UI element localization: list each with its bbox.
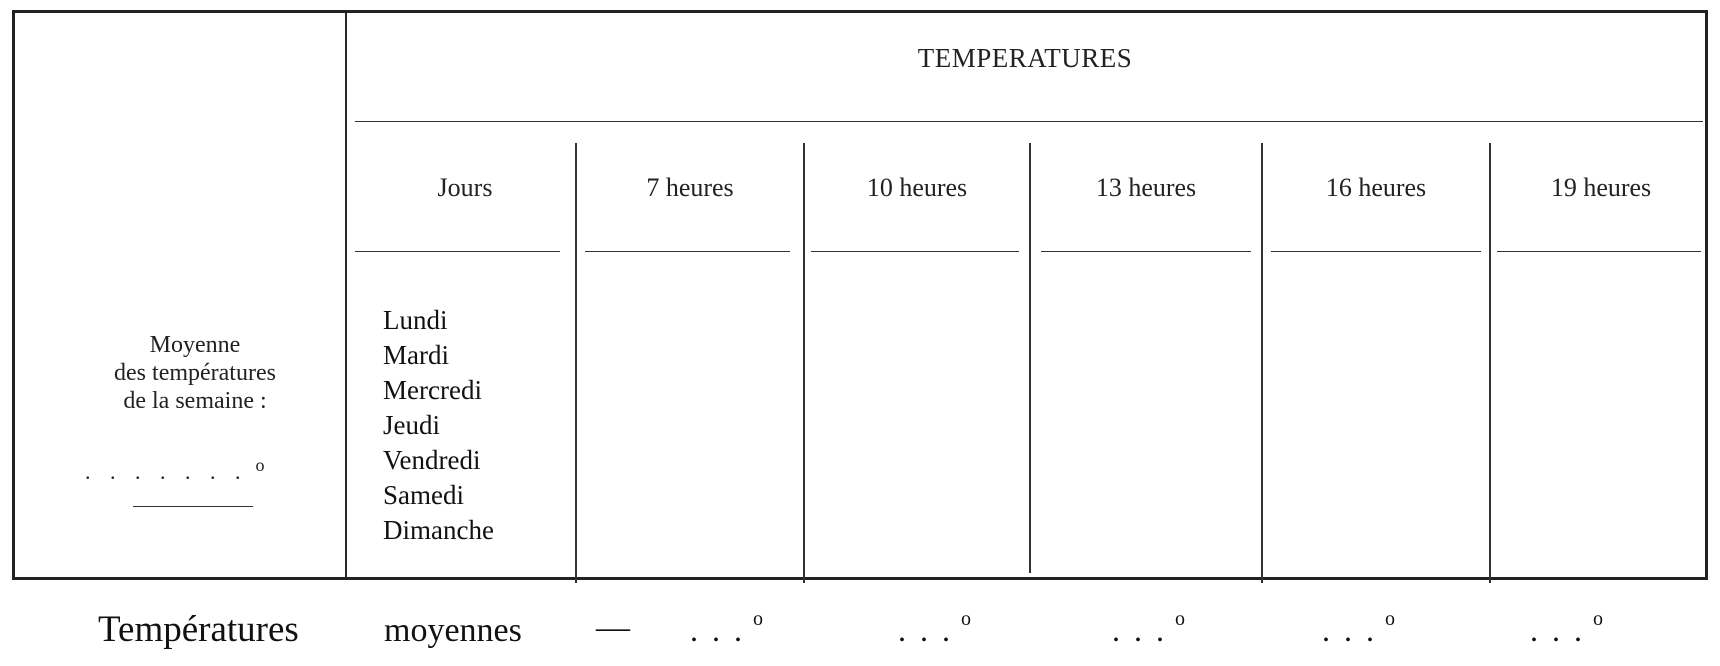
footer-average-slot: . . . o (1530, 608, 1603, 649)
average-dots: . . . (690, 612, 745, 648)
column-divider-3 (1029, 143, 1031, 573)
degree-mark: o (1385, 608, 1395, 630)
degree-mark: o (961, 608, 971, 630)
header-underline-19 (1497, 251, 1701, 252)
weekly-average-label: Moyenne des températures de la semaine : (75, 331, 315, 415)
weekly-average-line-3: de la semaine : (123, 388, 267, 414)
days-list: Lundi Mardi Mercredi Jeudi Vendredi Same… (383, 303, 494, 548)
footer-average-slot: . . . o (898, 608, 971, 649)
column-divider-2 (803, 143, 805, 583)
header-underline-7 (585, 251, 790, 252)
column-divider-5 (1489, 143, 1491, 583)
header-10-heures: 10 heures (866, 173, 968, 202)
degree-mark: o (1175, 608, 1185, 630)
column-divider-4 (1261, 143, 1263, 583)
weekly-average-underline (133, 506, 253, 507)
day-label: Vendredi (383, 445, 481, 475)
weekly-average-line-2: des températures (114, 360, 276, 386)
degree-mark: o (753, 608, 763, 630)
average-dots: . . . (1530, 612, 1585, 648)
day-label: Jeudi (383, 410, 440, 440)
footer-average-slot: . . . o (1112, 608, 1185, 649)
weekly-average-value: . . . . . . . o (85, 455, 315, 485)
header-underline-jours (355, 251, 560, 252)
header-19-heures: 19 heures (1550, 173, 1652, 202)
average-dots: . . . (1322, 612, 1377, 648)
footer-label-main: Températures (98, 609, 299, 650)
footer-label-secondary: moyennes (384, 612, 522, 649)
header-16-heures: 16 heures (1325, 173, 1427, 202)
day-label: Samedi (383, 480, 464, 510)
footer-average-slot: . . . o (1322, 608, 1395, 649)
header-7-heures: 7 heures (646, 173, 734, 202)
footer-average-slot: . . . o (690, 608, 763, 649)
header-13-heures: 13 heures (1095, 173, 1197, 202)
degree-mark: o (1593, 608, 1603, 630)
table-title: TEMPERATURES (917, 43, 1133, 73)
average-dots: . . . (1112, 612, 1167, 648)
weekly-average-line-1: Moyenne (149, 332, 241, 358)
day-label: Mardi (383, 340, 449, 370)
average-dots: . . . (898, 612, 953, 648)
column-divider-1 (575, 143, 577, 583)
footer-averages: Températures moyennes — . . . o . . . o . … (0, 606, 1720, 666)
header-jours: Jours (437, 173, 493, 202)
header-underline-10 (811, 251, 1019, 252)
footer-dash: — (596, 609, 630, 646)
weekly-average-dots: . . . . . . . (85, 459, 248, 484)
title-separator (355, 121, 1703, 122)
left-divider (345, 13, 347, 577)
day-label: Dimanche (383, 515, 494, 545)
temperature-table: TEMPERATURES Jours 7 heures 10 heures 13… (12, 10, 1708, 583)
day-label: Mercredi (383, 375, 482, 405)
degree-mark: o (255, 455, 265, 475)
day-label: Lundi (383, 305, 448, 335)
header-underline-16 (1271, 251, 1481, 252)
header-underline-13 (1041, 251, 1251, 252)
